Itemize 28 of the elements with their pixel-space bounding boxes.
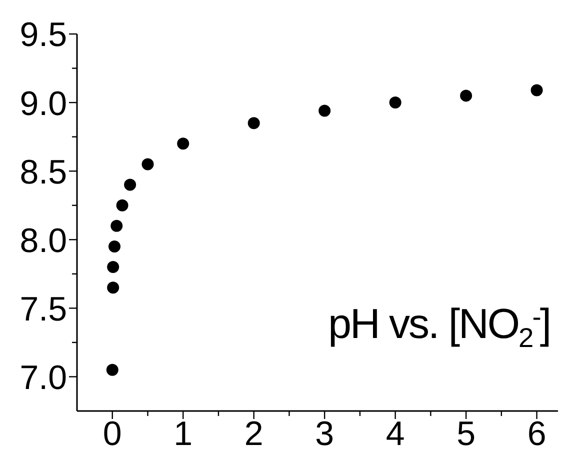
- point: [248, 117, 260, 130]
- annotation: pH vs. [NO$_{2}$$^{-}$]: [328, 300, 550, 354]
- point: [318, 104, 331, 117]
- y-tick-label: 7.0: [20, 358, 67, 397]
- y-tick-label: 8.5: [20, 153, 67, 192]
- point: [530, 84, 543, 96]
- x-tick-label: 2: [244, 415, 264, 451]
- x-tick-label: 5: [456, 415, 476, 451]
- x-tick-label: 4: [386, 415, 405, 451]
- point: [142, 158, 154, 170]
- point: [389, 96, 402, 109]
- y-tick-label: 9.5: [20, 16, 67, 54]
- point: [106, 364, 118, 376]
- x-tick-label: 3: [315, 415, 334, 451]
- point: [110, 220, 123, 232]
- point: [107, 261, 120, 274]
- point: [107, 282, 120, 294]
- x-tick-label: 0: [102, 415, 122, 451]
- point: [124, 178, 136, 191]
- x-tick-label: 1: [174, 415, 193, 451]
- y-tick-label: 9.0: [20, 84, 67, 123]
- y-tick-label: 7.5: [20, 290, 67, 328]
- x-tick-label: 6: [527, 415, 546, 451]
- point: [108, 240, 120, 252]
- point: [177, 138, 190, 150]
- point: [116, 199, 128, 212]
- point: [460, 90, 472, 102]
- y-tick-label: 8.0: [20, 222, 67, 260]
